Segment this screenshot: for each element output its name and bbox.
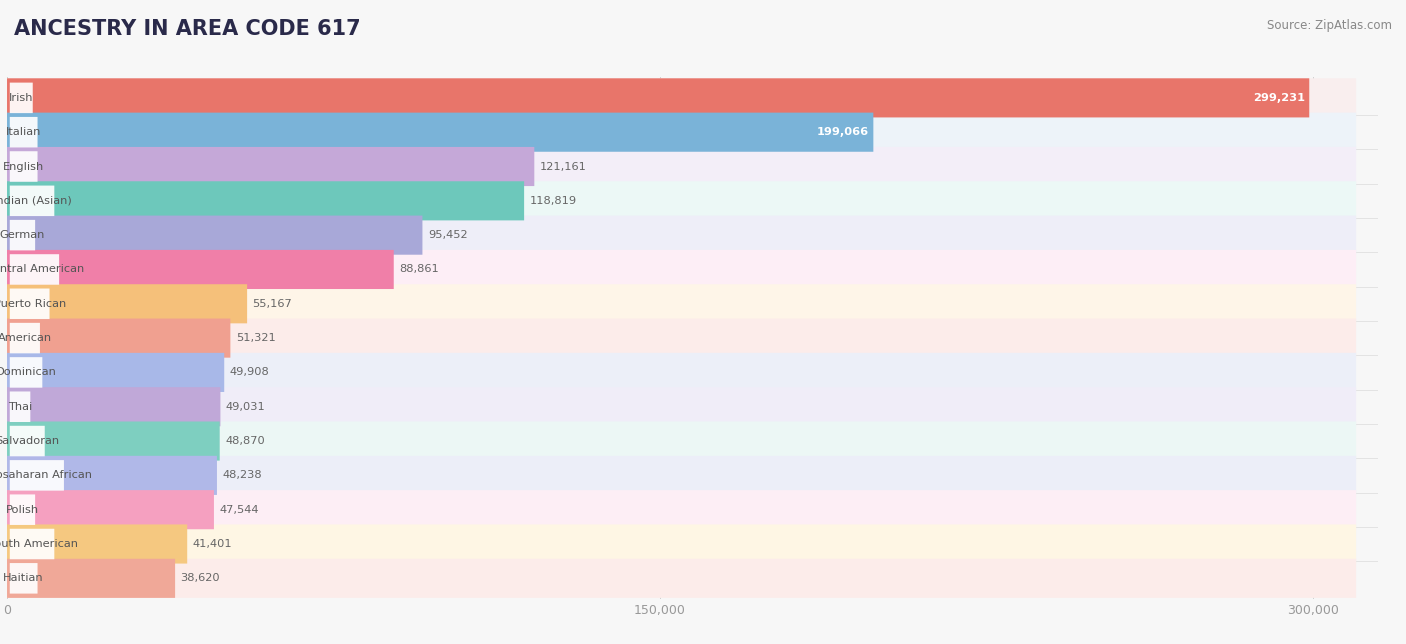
FancyBboxPatch shape xyxy=(7,421,1357,460)
FancyBboxPatch shape xyxy=(7,456,1357,495)
Text: 121,161: 121,161 xyxy=(540,162,586,171)
FancyBboxPatch shape xyxy=(7,490,1357,529)
FancyBboxPatch shape xyxy=(7,216,1357,255)
Text: 38,620: 38,620 xyxy=(180,573,221,583)
Text: ANCESTRY IN AREA CODE 617: ANCESTRY IN AREA CODE 617 xyxy=(14,19,361,39)
FancyBboxPatch shape xyxy=(10,117,38,147)
FancyBboxPatch shape xyxy=(7,284,1357,323)
Text: Source: ZipAtlas.com: Source: ZipAtlas.com xyxy=(1267,19,1392,32)
FancyBboxPatch shape xyxy=(7,147,534,186)
FancyBboxPatch shape xyxy=(7,250,394,289)
Text: Polish: Polish xyxy=(6,505,39,515)
Text: 48,870: 48,870 xyxy=(225,436,264,446)
FancyBboxPatch shape xyxy=(10,392,31,422)
Text: Central American: Central American xyxy=(0,265,84,274)
Text: Salvadoran: Salvadoran xyxy=(0,436,59,446)
FancyBboxPatch shape xyxy=(10,460,63,491)
Text: 49,908: 49,908 xyxy=(229,368,270,377)
FancyBboxPatch shape xyxy=(7,147,1357,186)
FancyBboxPatch shape xyxy=(7,319,1357,357)
FancyBboxPatch shape xyxy=(10,357,42,388)
FancyBboxPatch shape xyxy=(7,113,1357,152)
Text: Irish: Irish xyxy=(8,93,34,103)
Text: 199,066: 199,066 xyxy=(817,127,869,137)
FancyBboxPatch shape xyxy=(10,529,55,559)
FancyBboxPatch shape xyxy=(10,254,59,285)
Text: 48,238: 48,238 xyxy=(222,470,262,480)
Text: Haitian: Haitian xyxy=(3,573,44,583)
FancyBboxPatch shape xyxy=(10,82,32,113)
FancyBboxPatch shape xyxy=(7,421,219,460)
Text: 47,544: 47,544 xyxy=(219,505,259,515)
FancyBboxPatch shape xyxy=(7,79,1357,117)
Text: 49,031: 49,031 xyxy=(226,402,266,412)
FancyBboxPatch shape xyxy=(7,559,1357,598)
FancyBboxPatch shape xyxy=(7,284,247,323)
Text: 88,861: 88,861 xyxy=(399,265,439,274)
FancyBboxPatch shape xyxy=(10,426,45,457)
Text: 299,231: 299,231 xyxy=(1253,93,1305,103)
FancyBboxPatch shape xyxy=(7,524,187,564)
Text: 41,401: 41,401 xyxy=(193,539,232,549)
FancyBboxPatch shape xyxy=(7,353,1357,392)
FancyBboxPatch shape xyxy=(7,559,176,598)
FancyBboxPatch shape xyxy=(10,151,38,182)
FancyBboxPatch shape xyxy=(7,79,1309,117)
FancyBboxPatch shape xyxy=(10,563,38,594)
FancyBboxPatch shape xyxy=(7,319,231,357)
Text: English: English xyxy=(3,162,44,171)
FancyBboxPatch shape xyxy=(10,495,35,525)
Text: American: American xyxy=(0,333,52,343)
FancyBboxPatch shape xyxy=(10,220,35,251)
Text: Italian: Italian xyxy=(6,127,41,137)
Text: 118,819: 118,819 xyxy=(530,196,576,206)
FancyBboxPatch shape xyxy=(7,387,1357,426)
FancyBboxPatch shape xyxy=(7,353,224,392)
Text: German: German xyxy=(0,230,45,240)
FancyBboxPatch shape xyxy=(7,490,214,529)
Text: Puerto Rican: Puerto Rican xyxy=(0,299,66,308)
FancyBboxPatch shape xyxy=(7,113,873,152)
Text: Thai: Thai xyxy=(8,402,32,412)
Text: 55,167: 55,167 xyxy=(253,299,292,308)
FancyBboxPatch shape xyxy=(10,323,39,354)
FancyBboxPatch shape xyxy=(7,181,524,220)
FancyBboxPatch shape xyxy=(10,185,55,216)
Text: Indian (Asian): Indian (Asian) xyxy=(0,196,72,206)
FancyBboxPatch shape xyxy=(7,216,422,255)
Text: 95,452: 95,452 xyxy=(427,230,468,240)
FancyBboxPatch shape xyxy=(7,456,217,495)
Text: Subsaharan African: Subsaharan African xyxy=(0,470,93,480)
FancyBboxPatch shape xyxy=(7,181,1357,220)
FancyBboxPatch shape xyxy=(10,289,49,319)
FancyBboxPatch shape xyxy=(7,250,1357,289)
Text: South American: South American xyxy=(0,539,77,549)
FancyBboxPatch shape xyxy=(7,524,1357,564)
Text: Dominican: Dominican xyxy=(0,368,56,377)
FancyBboxPatch shape xyxy=(7,387,221,426)
Text: 51,321: 51,321 xyxy=(236,333,276,343)
